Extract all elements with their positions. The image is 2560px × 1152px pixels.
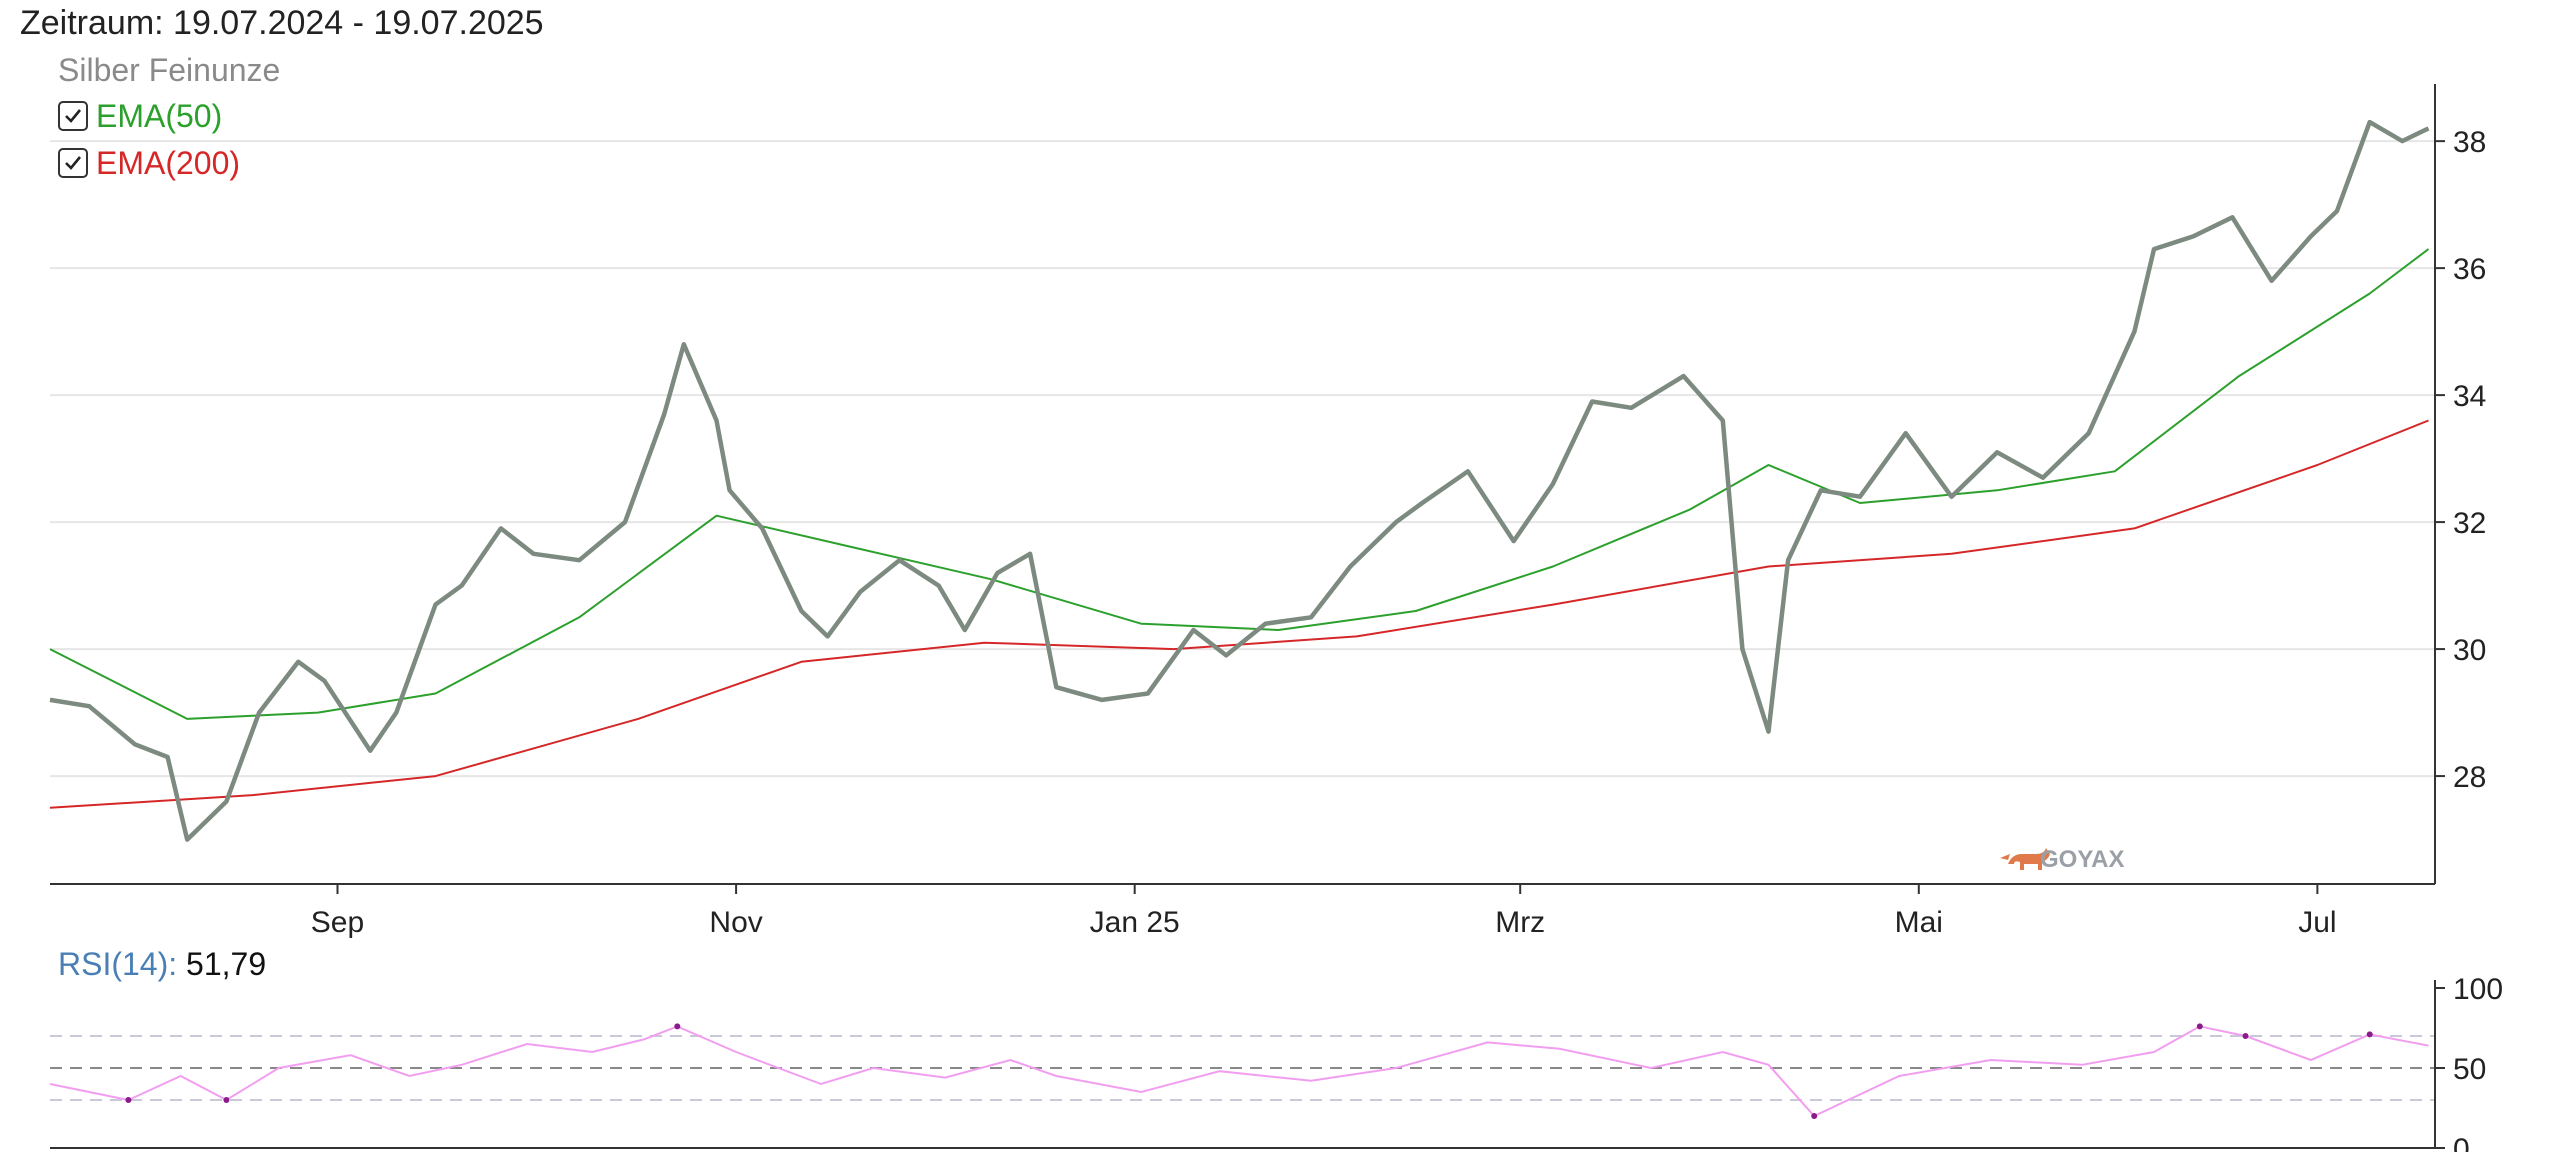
rsi-series-line (49, 1025, 2429, 1118)
goyax-watermark: GOYAX (2000, 846, 2124, 873)
y-tick-label: 28 (2453, 761, 2486, 794)
rsi-extreme-point (125, 1097, 132, 1103)
period-label: Zeitraum: 19.07.2024 - 19.07.2025 (20, 4, 544, 42)
rsi-line (49, 1023, 2429, 1119)
rsi-extreme-point (2242, 1033, 2249, 1039)
rsi-y-tick-label: 0 (2453, 1133, 2470, 1152)
rsi-reference-lines (50, 1035, 2435, 1101)
x-tick-label: Sep (311, 906, 364, 939)
x-tick-label: Jan 25 (1090, 906, 1180, 939)
rsi-y-ticks: 0 50 100 (2435, 973, 2503, 1152)
price-line (49, 119, 2430, 842)
rsi-y-tick-label: 100 (2453, 973, 2503, 1006)
price-y-ticks: 28 30 32 34 36 38 (2435, 126, 2486, 794)
instrument-name-label: Silber Feinunze (58, 52, 281, 88)
watermark-text: GOYAX (2040, 846, 2124, 873)
rsi-label: RSI(14): (58, 946, 178, 982)
legend-ema200-label: EMA(200) (96, 144, 241, 181)
x-tick-label: Mrz (1495, 906, 1545, 939)
rsi-y-tick-label: 50 (2453, 1053, 2486, 1086)
y-tick-label: 30 (2453, 634, 2486, 667)
ema200-line (49, 419, 2429, 809)
price-x-ticks: Sep Nov Jan 25 Mrz Mai Jul (311, 884, 2337, 939)
rsi-extreme-point (674, 1023, 681, 1030)
checkbox-checked-icon[interactable] (58, 101, 88, 131)
price-grid (50, 140, 2435, 778)
bull-logo-icon (2000, 848, 2050, 870)
price-chart-lines (49, 119, 2430, 842)
x-tick-label: Mai (1895, 906, 1943, 939)
x-tick-label: Jul (2298, 906, 2336, 939)
y-tick-label: 34 (2453, 380, 2486, 413)
y-tick-label: 32 (2453, 507, 2486, 540)
rsi-extreme-point (2366, 1031, 2373, 1038)
rsi-readout: RSI(14): 51,79 (58, 946, 266, 983)
rsi-extreme-point (223, 1097, 230, 1103)
legend-ema200-toggle[interactable]: EMA(200) (58, 143, 240, 183)
rsi-extreme-point (2196, 1023, 2203, 1030)
legend-ema50-label: EMA(50) (96, 97, 223, 134)
y-tick-label: 38 (2453, 126, 2486, 159)
ema50-line (49, 248, 2430, 720)
y-tick-label: 36 (2453, 253, 2486, 286)
rsi-extreme-point (1811, 1113, 1818, 1119)
rsi-value: 51,79 (186, 946, 267, 982)
x-tick-label: Nov (709, 906, 762, 939)
legend-ema50-toggle[interactable]: EMA(50) (58, 96, 222, 136)
checkbox-checked-icon[interactable] (58, 148, 88, 178)
